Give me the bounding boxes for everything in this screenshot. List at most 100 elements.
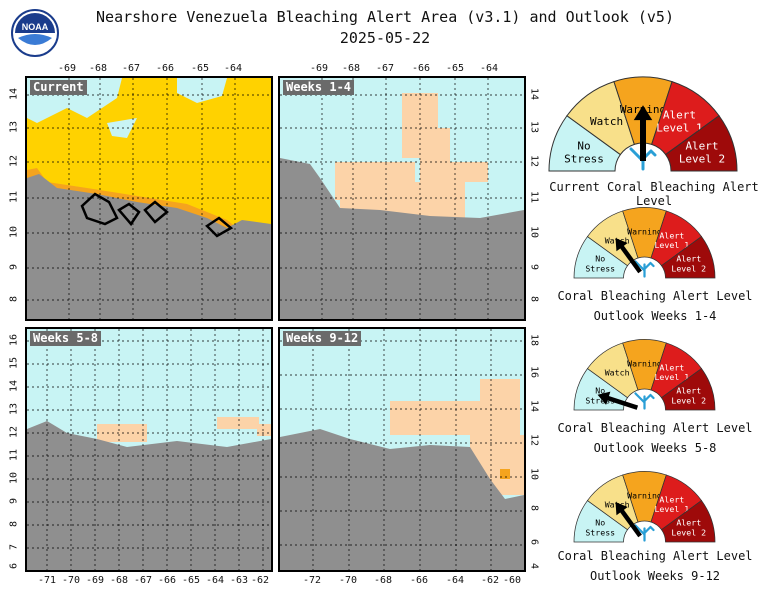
tick-label: -70	[338, 575, 358, 586]
gauge-label-no_stress: No	[595, 518, 605, 528]
tick-label: 12	[8, 425, 20, 439]
gauge-label-no_stress: No	[595, 386, 605, 396]
coral-icon	[634, 524, 655, 542]
tick-label: 15	[8, 356, 20, 370]
tick-label: 10	[528, 225, 540, 239]
map-weeks-5-8: Weeks 5-8	[25, 327, 273, 572]
tick-label: 9	[528, 263, 540, 271]
tick-label: -64	[479, 63, 499, 74]
gauge-label-alert1: Alert	[659, 494, 684, 504]
gauge-caption2-weeks-9-12: Outlook Weeks 9-12	[589, 569, 721, 583]
tick-label: 11	[8, 448, 20, 462]
tick-label: -69	[57, 63, 77, 74]
gauge-caption-weeks-1-4: Coral Bleaching Alert Level	[557, 289, 753, 303]
gauge-needle	[617, 242, 642, 274]
gauge-label-alert1: Level 1	[654, 504, 689, 514]
gauge-caption2-weeks-1-4: Outlook Weeks 1-4	[593, 309, 717, 323]
tick-label: -66	[155, 63, 175, 74]
tick-label: -68	[341, 63, 361, 74]
gauge-label-warning: Warning	[627, 490, 662, 500]
tick-label: 10	[8, 225, 20, 239]
gauge-needle	[617, 506, 642, 538]
tick-label: 8	[528, 504, 540, 512]
gauge-caption2-weeks-5-8: Outlook Weeks 5-8	[593, 441, 717, 455]
noaa-logo: NOAA	[10, 8, 60, 58]
gauge-label-alert1: Level 1	[654, 240, 689, 250]
gauge-segment-alert2	[660, 368, 716, 411]
tick-label: 12	[528, 433, 540, 447]
tick-label: -67	[121, 63, 141, 74]
gauge-label-alert2: Alert	[685, 139, 718, 152]
gauge-needle	[603, 394, 639, 410]
gauge-label-watch: Watch	[590, 115, 623, 128]
tick-label: -63	[229, 575, 249, 586]
tick-label: -65	[181, 575, 201, 586]
tick-label: 12	[8, 154, 20, 168]
gauge-label-alert1: Alert	[659, 230, 684, 240]
gauge-label-alert2: Alert	[676, 254, 701, 264]
tick-label: -72	[302, 575, 322, 586]
gauge-label-no_stress: Stress	[585, 527, 615, 537]
tick-label: -67	[133, 575, 153, 586]
gauge-label-warning: Warning	[627, 226, 662, 236]
map-current: Current	[25, 76, 273, 321]
page-title: Nearshore Venezuela Bleaching Alert Area…	[96, 8, 674, 26]
tick-label: 10	[528, 467, 540, 481]
gauge-weeks-5-8: No Stress Watch Warning Alert Level 1 Alert Lev…	[571, 335, 718, 430]
tick-label: 16	[8, 333, 20, 347]
tick-label: -62	[250, 575, 270, 586]
gauge-label-alert1: Alert	[659, 362, 684, 372]
panel-label-current: Current	[30, 80, 87, 95]
tick-label: 14	[528, 87, 540, 101]
tick-label: -68	[88, 63, 108, 74]
tick-label: 16	[528, 365, 540, 379]
tick-label: 14	[528, 399, 540, 413]
gauge-label-alert2: Level 2	[679, 152, 725, 165]
gauge-needle-head	[615, 502, 628, 516]
tick-label: -68	[109, 575, 129, 586]
tick-label: 13	[8, 120, 20, 134]
tick-label: -62	[480, 575, 500, 586]
tick-label: 8	[528, 295, 540, 303]
tick-label: 6	[8, 562, 20, 570]
tick-label: 18	[528, 333, 540, 347]
tick-label: 10	[8, 471, 20, 485]
tick-label: 4	[528, 562, 540, 570]
tick-label: 6	[528, 538, 540, 546]
gauge-label-no_stress: Stress	[564, 152, 604, 165]
gauge-segment-alert2	[660, 236, 716, 279]
tick-label: 11	[8, 190, 20, 204]
gauge-needle-head	[597, 391, 611, 405]
tick-label: 8	[8, 520, 20, 528]
panel-label-weeks-5-8: Weeks 5-8	[30, 331, 102, 346]
gauge-needle-head	[615, 238, 628, 252]
page-date: 2025-05-22	[339, 29, 431, 47]
gauge-label-alert1: Level 1	[656, 121, 702, 134]
gauge-label-alert2: Level 2	[671, 527, 706, 537]
gauge-label-alert2: Level 2	[671, 263, 706, 273]
gauge-segment-alert2	[660, 500, 716, 543]
gauge-label-alert2: Alert	[676, 518, 701, 528]
gauge-label-alert2: Level 2	[671, 395, 706, 405]
panel-label-weeks-9-12: Weeks 9-12	[283, 331, 362, 346]
tick-label: 8	[8, 295, 20, 303]
tick-label: 12	[528, 154, 540, 168]
gauge-label-warning: Warning	[627, 358, 662, 368]
gauge-label-no_stress: Stress	[585, 263, 615, 273]
tick-label: -60	[502, 575, 522, 586]
tick-label: 13	[8, 402, 20, 416]
tick-label: -66	[411, 63, 431, 74]
coral-icon	[634, 392, 655, 410]
gauge-needle-head	[633, 105, 653, 121]
logo-text: NOAA	[22, 22, 49, 32]
tick-label: 7	[8, 543, 20, 551]
tick-label: 9	[8, 263, 20, 271]
tick-label: -64	[223, 63, 243, 74]
gauge-caption-weeks-5-8: Coral Bleaching Alert Level	[557, 421, 753, 435]
tick-label: 13	[528, 120, 540, 134]
gauge-label-alert2: Alert	[676, 386, 701, 396]
